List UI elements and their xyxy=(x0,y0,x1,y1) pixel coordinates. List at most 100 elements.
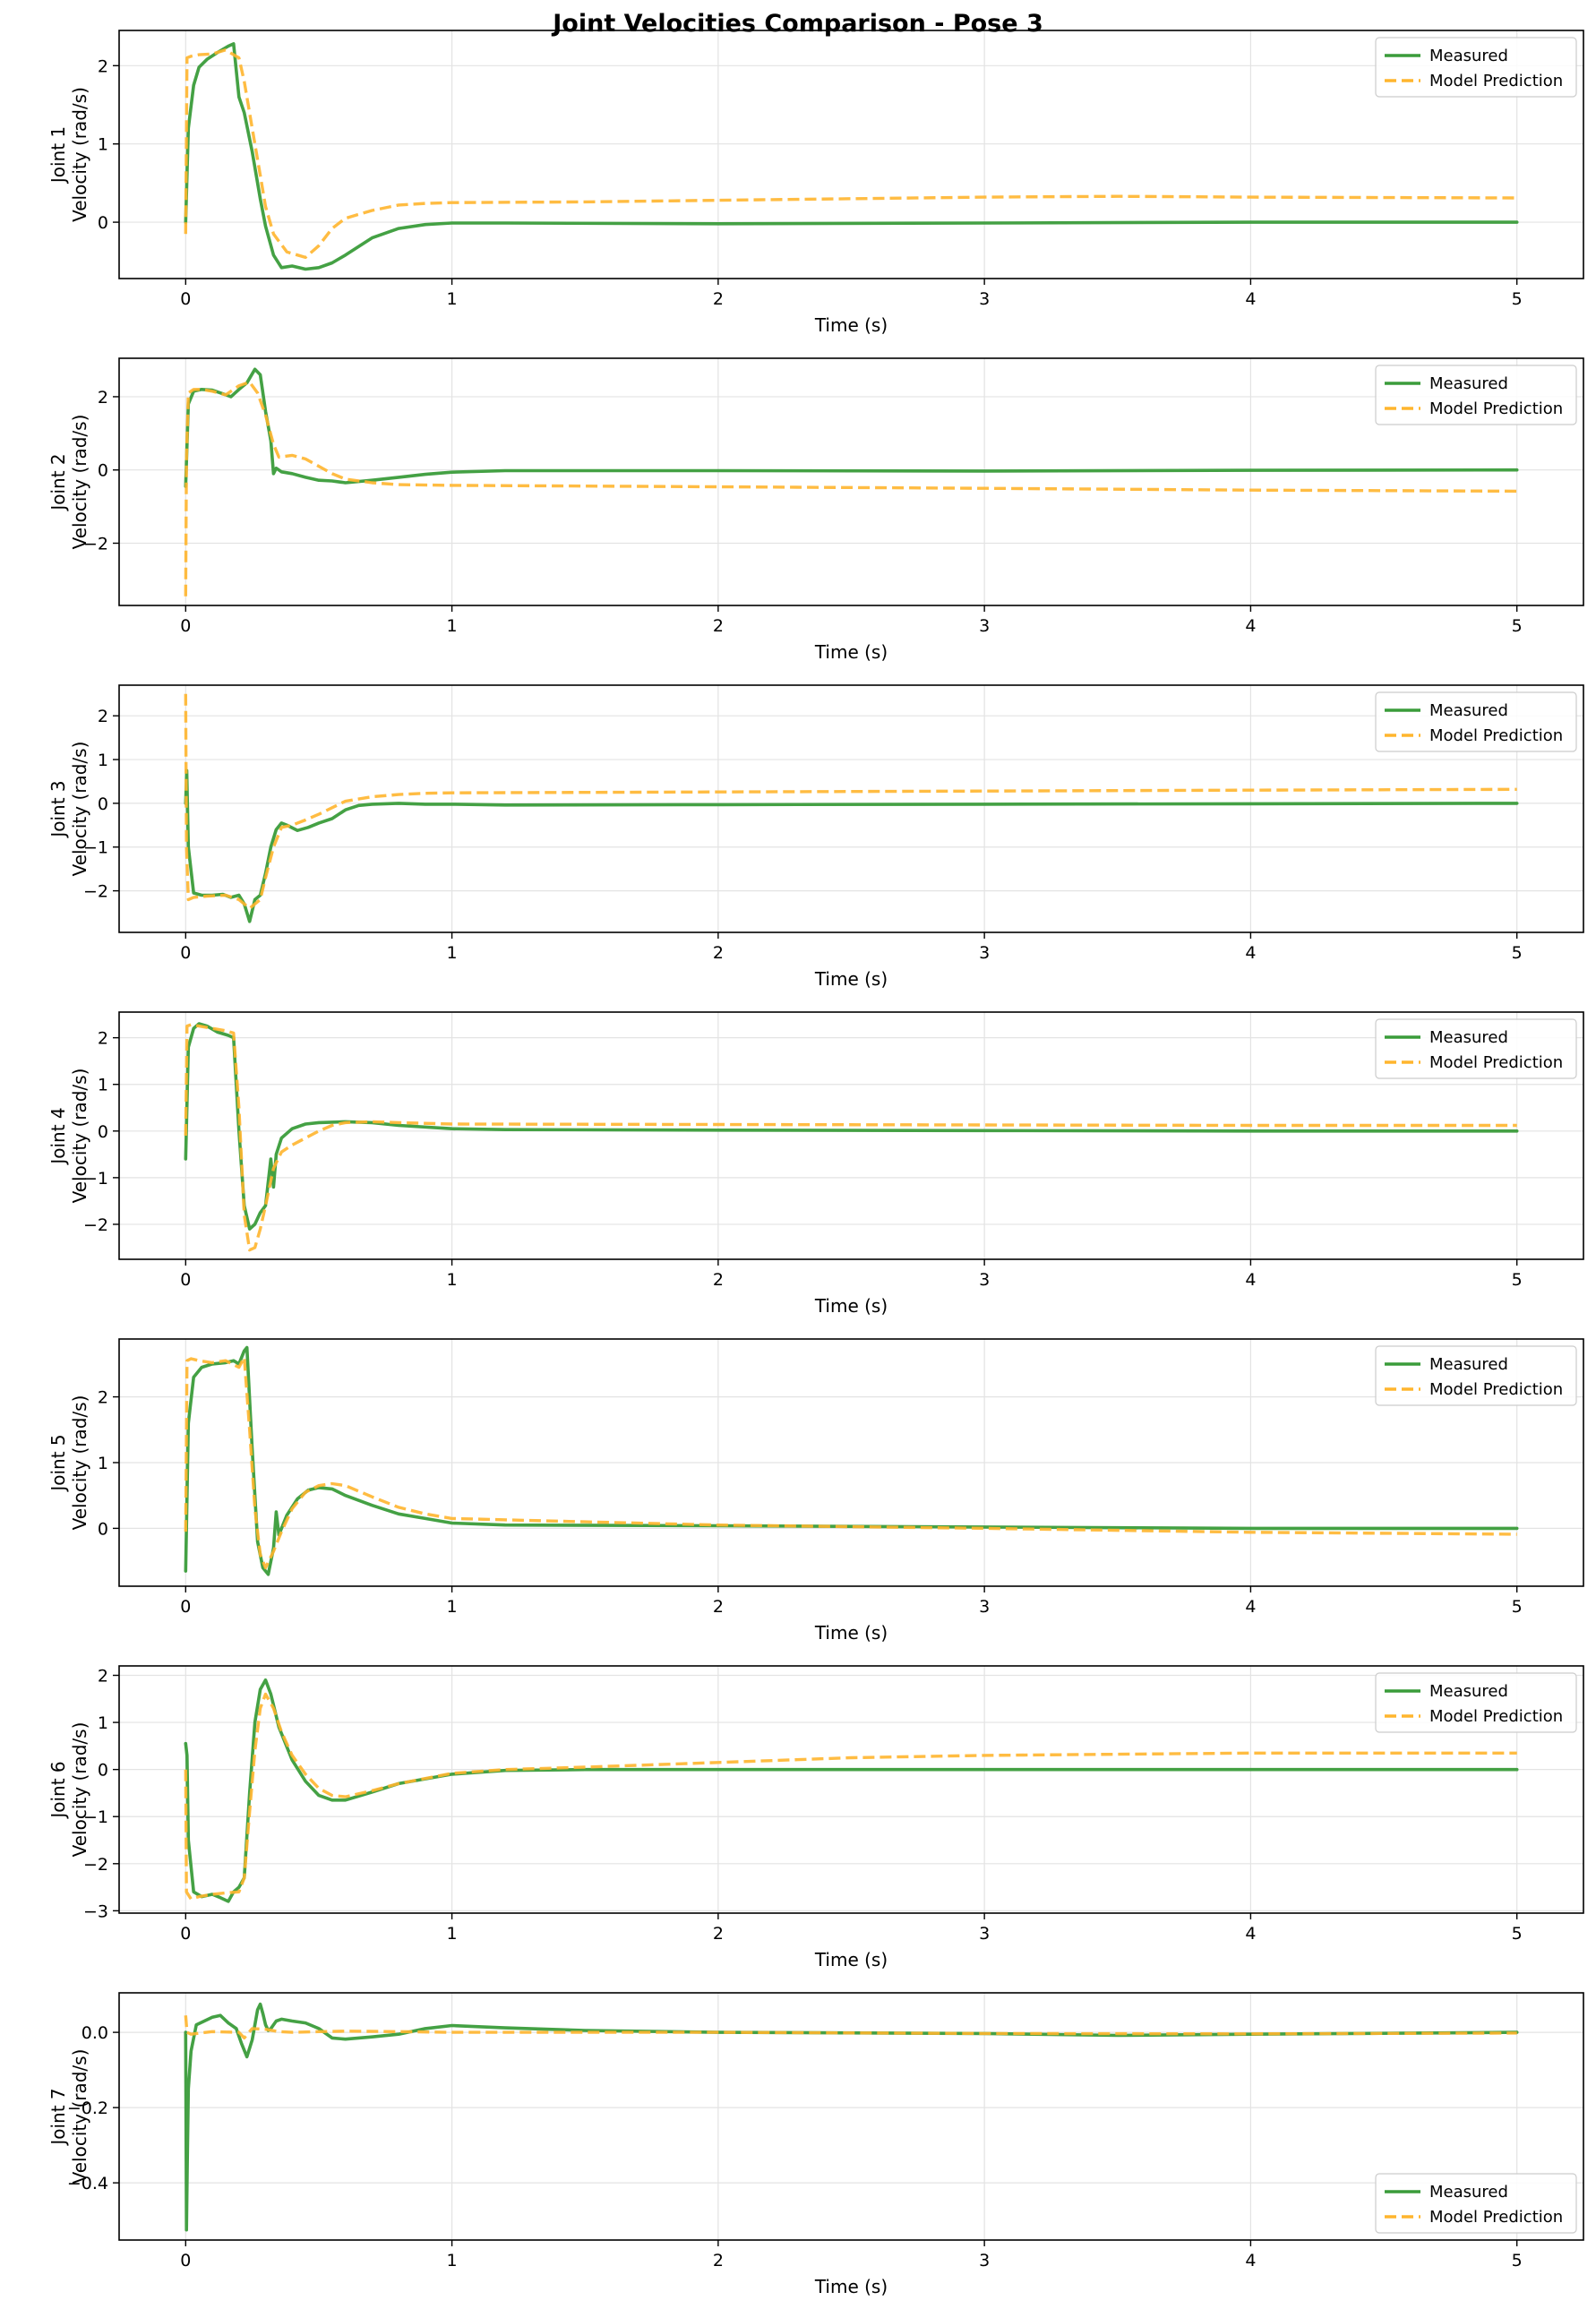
subplot-joint-3: 0 1 2 3 4 5 −2 −1 0 1 2 Time (s) Joint 3Velocity (ra… xyxy=(47,684,1584,990)
x-axis-label: Time (s) xyxy=(814,1295,888,1317)
legend-label: Measured xyxy=(1429,1028,1508,1047)
x-tick-label: 3 xyxy=(979,2251,990,2270)
series-line-model-prediction xyxy=(184,2015,1517,2040)
x-tick-label: 1 xyxy=(447,289,458,309)
y-axis-label: Joint 6Velocity (rad/s) xyxy=(47,1722,90,1858)
y-tick-label: −2 xyxy=(83,1215,108,1235)
x-tick-label: 2 xyxy=(713,1597,724,1617)
y-tick-label: 2 xyxy=(98,1667,108,1687)
y-axis-label-line: Velocity (rad/s) xyxy=(69,742,90,877)
subplot-joint-6: 0 1 2 3 4 5 −3 −2 −1 0 1 2 Time (s) Joint 6Velocity (… xyxy=(47,1665,1584,1970)
x-tick-label: 4 xyxy=(1245,289,1256,309)
x-tick-label: 4 xyxy=(1245,1270,1256,1290)
y-tick-label: −0.4 xyxy=(67,2174,108,2193)
legend-label: Measured xyxy=(1429,47,1508,65)
y-tick-label: 2 xyxy=(98,1388,108,1408)
y-tick-label: 0 xyxy=(98,1122,108,1142)
y-tick-label: 0 xyxy=(98,461,108,481)
x-tick-label: 5 xyxy=(1512,943,1523,963)
legend-label: Measured xyxy=(1429,1355,1508,1374)
x-tick-label: 5 xyxy=(1512,1924,1523,1944)
subplot-joint-5: 0 1 2 3 4 5 0 1 2 Time (s) Joint 5Velocity (rad/s)… xyxy=(47,1338,1584,1644)
x-tick-label: 0 xyxy=(180,943,191,963)
axes-frame xyxy=(118,1011,1584,1260)
x-tick-label: 1 xyxy=(447,1270,458,1290)
legend-box xyxy=(1375,37,1577,98)
legend-label: Measured xyxy=(1429,1682,1508,1701)
y-axis-label-line: Velocity (rad/s) xyxy=(69,2049,90,2185)
y-axis-label-line: Joint 7 xyxy=(47,2088,69,2146)
legend-box xyxy=(1375,691,1577,752)
y-axis-label-line: Joint 6 xyxy=(47,1761,69,1819)
x-tick-label: 2 xyxy=(713,1924,724,1944)
y-tick-label: 0 xyxy=(98,1761,108,1781)
y-tick-label: 2 xyxy=(98,56,108,76)
x-tick-label: 2 xyxy=(713,616,724,636)
legend-box xyxy=(1375,365,1577,425)
legend-label: Model Prediction xyxy=(1429,72,1563,90)
x-tick-label: 0 xyxy=(180,1597,191,1617)
x-axis-label: Time (s) xyxy=(814,1949,888,1970)
x-tick-label: 3 xyxy=(979,616,990,636)
x-tick-label: 2 xyxy=(713,289,724,309)
subplot-joint-2: 0 1 2 3 4 5 −2 0 2 Time (s) Joint 2Velocity (rad/s… xyxy=(47,357,1584,663)
x-tick-label: 1 xyxy=(447,943,458,963)
legend-box xyxy=(1375,2173,1577,2234)
x-tick-label: 1 xyxy=(447,1597,458,1617)
y-axis-label: Joint 3Velocity (rad/s) xyxy=(47,742,90,877)
legend-box xyxy=(1375,1018,1577,1079)
legend-box xyxy=(1375,1345,1577,1406)
legend-label: Measured xyxy=(1429,2183,1508,2202)
series-line-measured xyxy=(184,1022,1519,1231)
series-line-model-prediction xyxy=(184,1692,1517,1901)
y-axis-label: Joint 1Velocity (rad/s) xyxy=(47,87,90,222)
x-axis-label: Time (s) xyxy=(814,314,888,336)
y-tick-label: 2 xyxy=(98,1029,108,1049)
subplot-joint-4: 0 1 2 3 4 5 −2 −1 0 1 2 Time (s) Joint 4Velocity (ra… xyxy=(47,1011,1584,1317)
x-tick-label: 3 xyxy=(979,1597,990,1617)
y-tick-label: 0 xyxy=(98,794,108,814)
x-axis-label: Time (s) xyxy=(814,641,888,663)
legend-label: Model Prediction xyxy=(1429,726,1563,745)
x-tick-label: 3 xyxy=(979,289,990,309)
y-tick-label: 1 xyxy=(98,1076,108,1095)
y-axis-label-line: Joint 4 xyxy=(47,1107,69,1165)
x-tick-label: 3 xyxy=(979,943,990,963)
x-tick-label: 2 xyxy=(713,943,724,963)
axes-frame xyxy=(118,357,1584,606)
y-axis-label-line: Velocity (rad/s) xyxy=(69,415,90,550)
series-line-model-prediction xyxy=(184,380,1517,597)
series-line-model-prediction xyxy=(184,1355,1517,1570)
x-tick-label: 0 xyxy=(180,1924,191,1944)
legend-label: Model Prediction xyxy=(1429,1053,1563,1072)
x-tick-label: 4 xyxy=(1245,2251,1256,2270)
axes-frame xyxy=(118,30,1584,279)
series-line-model-prediction xyxy=(184,48,1517,260)
y-axis-label-line: Velocity (rad/s) xyxy=(69,1722,90,1858)
x-tick-label: 3 xyxy=(979,1924,990,1944)
x-tick-label: 4 xyxy=(1245,1924,1256,1944)
y-tick-label: −1 xyxy=(83,1169,108,1189)
figure-title: Joint Velocities Comparison - Pose 3 xyxy=(551,10,1043,38)
series-line-measured xyxy=(184,1678,1519,1903)
y-axis-label: Joint 5Velocity (rad/s) xyxy=(47,1395,90,1531)
y-axis-label-line: Joint 1 xyxy=(47,126,69,185)
y-axis-label-line: Joint 3 xyxy=(47,780,69,838)
x-tick-label: 4 xyxy=(1245,943,1256,963)
y-axis-label-line: Velocity (rad/s) xyxy=(69,87,90,222)
x-tick-label: 1 xyxy=(447,616,458,636)
axes-frame xyxy=(118,684,1584,933)
legend-label: Measured xyxy=(1429,374,1508,393)
axes-frame xyxy=(118,1992,1584,2241)
x-tick-label: 4 xyxy=(1245,1597,1256,1617)
legend-label: Model Prediction xyxy=(1429,1707,1563,1726)
y-axis-label-line: Joint 5 xyxy=(47,1434,69,1492)
y-axis-label-line: Velocity (rad/s) xyxy=(69,1069,90,1204)
x-tick-label: 2 xyxy=(713,1270,724,1290)
x-tick-label: 0 xyxy=(180,616,191,636)
x-tick-label: 2 xyxy=(713,2251,724,2270)
y-axis-label: Joint 2Velocity (rad/s) xyxy=(47,415,90,550)
x-tick-label: 1 xyxy=(447,2251,458,2270)
y-tick-label: −0.2 xyxy=(67,2099,108,2118)
